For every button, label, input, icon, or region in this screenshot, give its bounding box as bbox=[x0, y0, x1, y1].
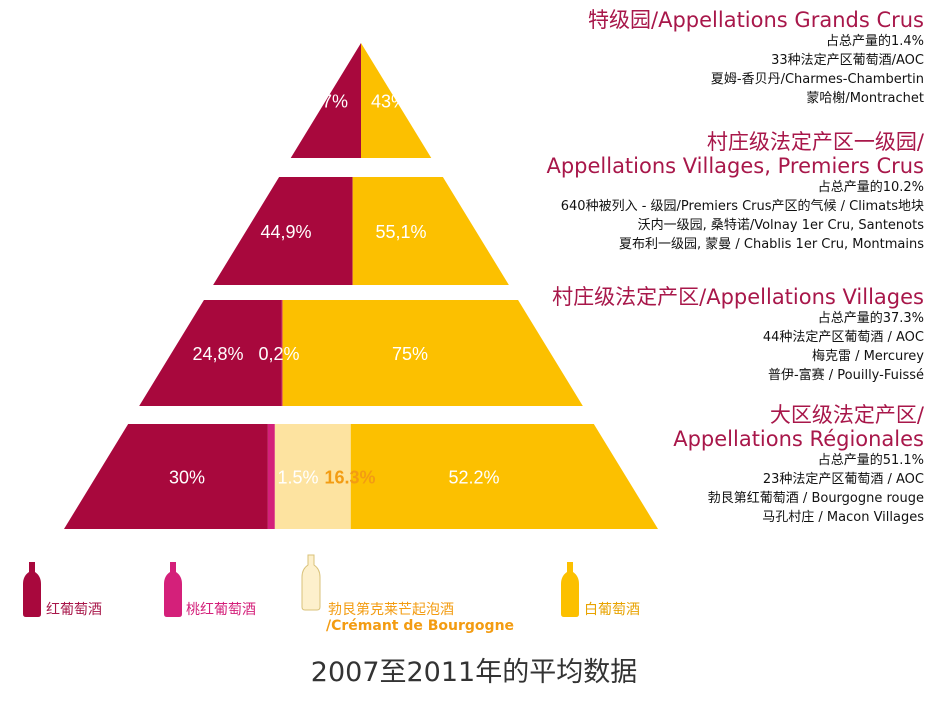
legend-red-label: 红葡萄酒 bbox=[46, 602, 102, 618]
tier-4-title-line2: Appellations Régionales bbox=[673, 427, 924, 451]
legend-rose-label: 桃红葡萄酒 bbox=[186, 602, 256, 618]
tier-3-rose-bar bbox=[281, 300, 283, 406]
tier-4-detail-4: 马孔村庄 / Macon Villages bbox=[762, 510, 924, 525]
tier-2-segments bbox=[213, 177, 509, 285]
tier-1-red-label: 57% bbox=[312, 92, 348, 112]
legend-cremant-label: 勃艮第克莱芒起泡酒 bbox=[328, 602, 454, 618]
tier-2-detail-3: 沃内一级园, 桑特诺/Volnay 1er Cru, Santenots bbox=[637, 218, 924, 233]
legend-rose-bottle-icon bbox=[164, 562, 182, 617]
tier-3-red-label: 24,8% bbox=[192, 344, 243, 364]
tier-1-title: 特级园/Appellations Grands Crus bbox=[588, 8, 924, 32]
tier-4-cremant-bar bbox=[274, 424, 351, 529]
tier-1-detail-4: 蒙哈榭/Montrachet bbox=[806, 91, 924, 106]
tier-3-detail-4: 普伊-富赛 / Pouilly-Fuissé bbox=[767, 368, 924, 383]
tier-4-red-label: 30% bbox=[169, 468, 205, 488]
tier-1-white-label: 43% bbox=[371, 92, 407, 112]
footnote: 2007至2011年的平均数据 bbox=[310, 657, 638, 688]
tier-3-white-label: 75% bbox=[392, 344, 428, 364]
legend-cremant-bottle-icon bbox=[301, 554, 321, 611]
tier-3-rose-label: 0,2% bbox=[258, 344, 299, 364]
tier-4-info: 大区级法定产区/ Appellations Régionales 占总产量的51… bbox=[673, 403, 924, 527]
legend-white-label: 白葡萄酒 bbox=[584, 602, 640, 618]
tier-4-detail-1: 占总产量的51.1% bbox=[817, 453, 924, 468]
tier-2-white-label: 55,1% bbox=[375, 222, 426, 242]
tier-4-cremant-label: 16.3% bbox=[324, 468, 375, 488]
legend-red-bottle-icon bbox=[23, 562, 41, 617]
tier-2-title-line2: Appellations Villages, Premiers Crus bbox=[546, 154, 924, 178]
tier-2-detail-2: 640种被列入 - 级园/Premiers Crus产区的气候 / Climat… bbox=[560, 199, 924, 214]
tier-3-white-bar bbox=[282, 300, 583, 406]
tier-4-rose-label: 1.5% bbox=[277, 468, 318, 488]
tier-4-rose-bar bbox=[267, 424, 275, 529]
tier-4-title: 大区级法定产区/ bbox=[769, 403, 924, 427]
tier-3-info: 村庄级法定产区/Appellations Villages 占总产量的37.3%… bbox=[552, 285, 924, 385]
tier-1-info: 特级园/Appellations Grands Crus 占总产量的1.4% 3… bbox=[588, 8, 924, 108]
legend-white-bottle-icon bbox=[561, 562, 579, 617]
tier-4-detail-2: 23种法定产区葡萄酒 / AOC bbox=[762, 472, 924, 487]
tier-2-detail-1: 占总产量的10.2% bbox=[817, 180, 924, 195]
tier-1-segments bbox=[290, 43, 432, 158]
tier-4-red-bar bbox=[64, 424, 268, 529]
tier-3-title: 村庄级法定产区/Appellations Villages bbox=[552, 285, 924, 309]
tier-4-white-label: 52.2% bbox=[448, 468, 499, 488]
tier-4-detail-3: 勃艮第红葡萄酒 / Bourgogne rouge bbox=[707, 491, 924, 506]
tier-1-detail-1: 占总产量的1.4% bbox=[825, 34, 924, 49]
tier-3-detail-3: 梅克雷 / Mercurey bbox=[811, 349, 924, 364]
tier-1-detail-2: 33种法定产区葡萄酒/AOC bbox=[771, 53, 924, 68]
tier-2-info: 村庄级法定产区一级园/ Appellations Villages, Premi… bbox=[546, 130, 924, 254]
tier-4-white-bar bbox=[350, 424, 658, 529]
legend-cremant-label-line2: /Crémant de Bourgogne bbox=[326, 618, 515, 634]
tier-1-detail-3: 夏姆-香贝丹/Charmes-Chambertin bbox=[710, 72, 924, 87]
tier-3-detail-1: 占总产量的37.3% bbox=[817, 311, 924, 326]
tier-2-detail-4: 夏布利一级园, 蒙曼 / Chablis 1er Cru, Montmains bbox=[618, 237, 924, 252]
tier-2-red-label: 44,9% bbox=[260, 222, 311, 242]
tier-2-title: 村庄级法定产区一级园/ bbox=[706, 130, 924, 154]
tier-3-detail-2: 44种法定产区葡萄酒 / AOC bbox=[762, 330, 924, 345]
